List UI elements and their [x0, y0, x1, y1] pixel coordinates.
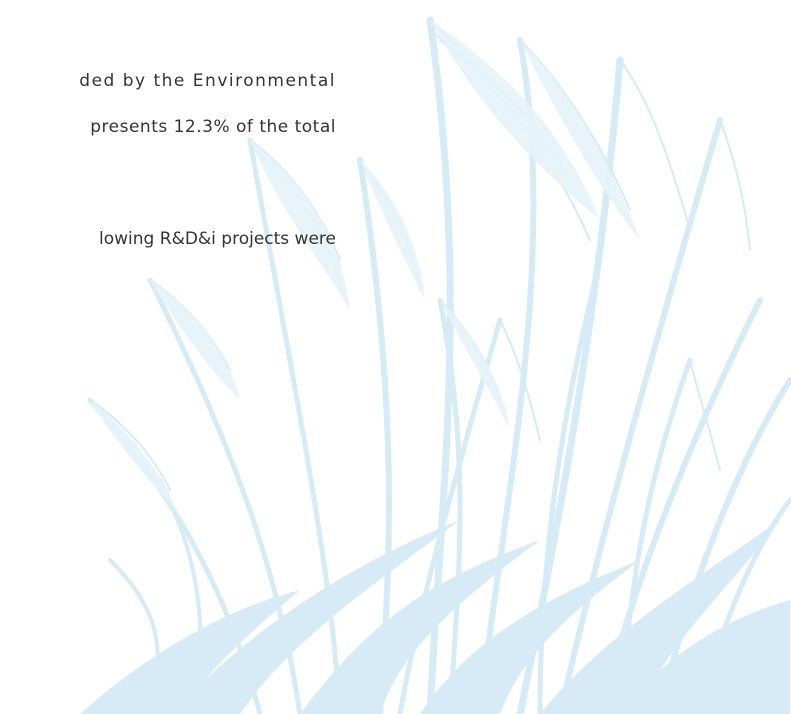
body-text-line: lowing R&D&i projects were — [99, 229, 336, 249]
body-text-line: presents 12.3% of the total — [90, 117, 336, 137]
body-text-line: ded by the Environmental — [79, 71, 336, 91]
